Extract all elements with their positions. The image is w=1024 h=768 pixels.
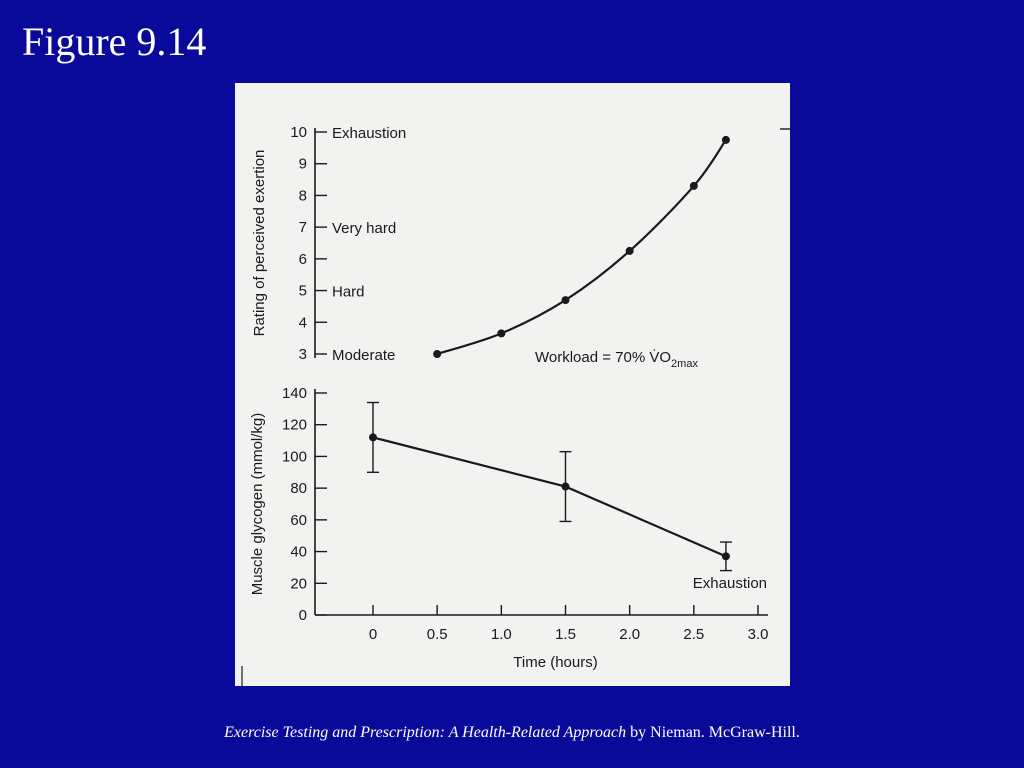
rpe-y-tick-label: 10 [290, 124, 307, 141]
caption-publisher: by Nieman. McGraw-Hill. [626, 724, 800, 741]
x-tick-label: 2.5 [683, 626, 704, 643]
glycogen-y-tick-label: 20 [290, 575, 307, 592]
x-tick-label: 0 [369, 626, 377, 643]
rpe-point [689, 181, 698, 190]
rpe-y-tick-label: 4 [299, 314, 307, 331]
rpe-point [625, 246, 634, 255]
glycogen-y-axis-title: Muscle glycogen (mmol/kg) [249, 413, 266, 596]
rpe-point [497, 329, 506, 338]
x-tick-label: 3.0 [748, 626, 769, 643]
rpe-scale-label: Hard [332, 284, 365, 301]
glycogen-y-tick-label: 120 [282, 417, 307, 434]
rpe-y-tick-label: 8 [299, 187, 307, 204]
rpe-y-tick-label: 7 [299, 219, 307, 236]
figure-panel: 3 4 5 6 7 8 9 10 Exhaustion Very hard Hard Moderate… [235, 83, 790, 686]
x-tick-label: 0.5 [427, 626, 448, 643]
rpe-point [721, 135, 730, 144]
glycogen-y-tick-label: 140 [282, 385, 307, 402]
glycogen-y-tick-label: 60 [290, 512, 307, 529]
glycogen-y-tick-label: 40 [290, 544, 307, 561]
figure-9-14-chart: 3 4 5 6 7 8 9 10 Exhaustion Very hard Hard Moderate… [241, 124, 790, 686]
glycogen-point [721, 552, 730, 561]
rpe-y-tick-label: 3 [299, 346, 307, 363]
slide-caption: Exercise Testing and Prescription: A Hea… [0, 724, 1024, 742]
glycogen-exhaustion-label: Exhaustion [693, 575, 767, 592]
glycogen-point [369, 433, 377, 442]
rpe-scale-label: Moderate [332, 347, 395, 364]
rpe-point [561, 296, 570, 305]
glycogen-y-tick-label: 0 [299, 607, 307, 624]
x-tick-label: 1.5 [555, 626, 576, 643]
slide-title: Figure 9.14 [22, 19, 207, 64]
x-axis-title: Time (hours) [513, 654, 597, 671]
caption-book-title: Exercise Testing and Prescription: A Hea… [224, 724, 627, 741]
rpe-scale-label: Exhaustion [332, 125, 406, 142]
rpe-scale-label: Very hard [332, 220, 396, 237]
rpe-y-tick-label: 5 [299, 283, 307, 300]
glycogen-y-tick-label: 80 [290, 480, 307, 497]
glycogen-y-tick-label: 100 [282, 448, 307, 465]
glycogen-line [372, 436, 727, 558]
rpe-y-tick-label: 9 [299, 156, 307, 173]
workload-annotation: Workload = 70% V̇O2max [535, 349, 698, 370]
rpe-point [433, 350, 442, 358]
x-tick-label: 2.0 [619, 626, 640, 643]
x-tick-label: 1.0 [491, 626, 512, 643]
rpe-curve [436, 139, 727, 356]
rpe-y-tick-label: 6 [299, 251, 307, 268]
glycogen-point [561, 482, 570, 491]
rpe-y-axis-title: Rating of perceived exertion [251, 150, 268, 337]
